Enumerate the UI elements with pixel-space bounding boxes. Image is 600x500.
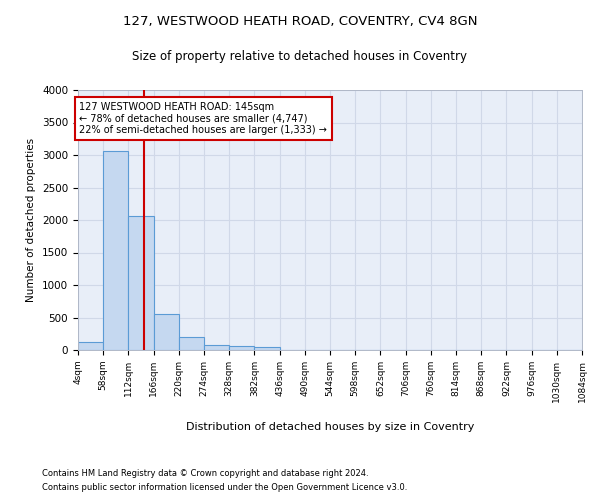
Text: Size of property relative to detached houses in Coventry: Size of property relative to detached ho… <box>133 50 467 63</box>
Y-axis label: Number of detached properties: Number of detached properties <box>26 138 37 302</box>
Bar <box>103 151 128 350</box>
Text: 127, WESTWOOD HEATH ROAD, COVENTRY, CV4 8GN: 127, WESTWOOD HEATH ROAD, COVENTRY, CV4 … <box>123 15 477 28</box>
Bar <box>229 346 254 350</box>
Text: Contains HM Land Registry data © Crown copyright and database right 2024.: Contains HM Land Registry data © Crown c… <box>42 468 368 477</box>
Bar <box>254 348 280 350</box>
Bar <box>179 337 204 350</box>
Bar <box>128 216 154 350</box>
Text: Contains public sector information licensed under the Open Government Licence v3: Contains public sector information licen… <box>42 484 407 492</box>
Bar <box>204 345 229 350</box>
Bar <box>78 342 103 350</box>
Text: 127 WESTWOOD HEATH ROAD: 145sqm
← 78% of detached houses are smaller (4,747)
22%: 127 WESTWOOD HEATH ROAD: 145sqm ← 78% of… <box>79 102 327 135</box>
Bar <box>154 314 179 350</box>
Text: Distribution of detached houses by size in Coventry: Distribution of detached houses by size … <box>186 422 474 432</box>
